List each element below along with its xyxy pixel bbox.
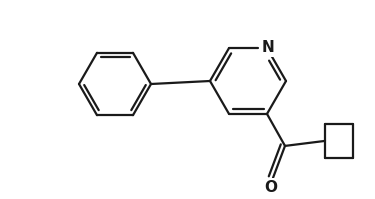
Text: N: N <box>262 40 274 55</box>
Text: O: O <box>264 180 278 195</box>
